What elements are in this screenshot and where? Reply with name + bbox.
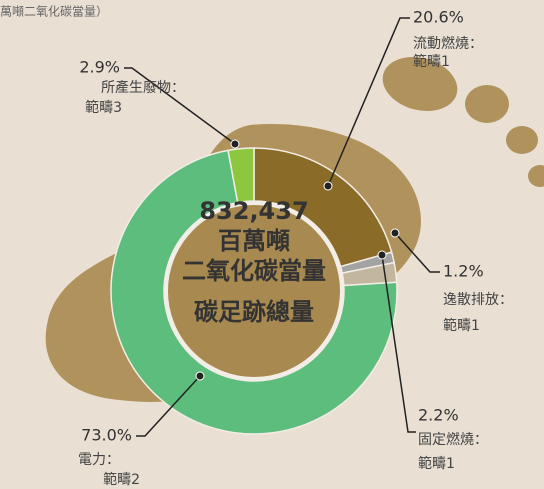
scope-label: 範疇1 [443,317,480,334]
leader-line [394,232,440,273]
value-label: 2.9% [79,58,120,77]
leader-dot [390,228,400,238]
leader-line [381,254,416,433]
leader-dot [230,139,240,149]
category-label: 所產生廢物： [101,79,185,96]
value-label: 1.2% [443,262,484,281]
donut-center [164,201,344,381]
value-label: 2.2% [418,406,459,425]
leader-dot [377,250,387,260]
scope-label: 範疇3 [85,99,122,116]
scope-label: 範疇1 [413,53,450,70]
total-value: 832,437 [199,197,308,225]
leader-line [124,67,236,145]
scope-label: 範疇1 [418,455,455,472]
value-label: 20.6% [413,8,464,27]
leader-line [327,17,410,187]
category-label: 固定燃燒： [418,431,488,448]
total-unit: 百萬噸 [218,227,290,255]
scope-label: 範疇2 [103,471,140,488]
category-label: 逸散排放： [443,292,513,308]
total-caption: 碳足跡總量 [194,298,314,326]
leader-line [136,375,201,437]
value-label: 73.0% [81,426,132,445]
category-label: 流動燃燒： [413,35,483,52]
unit-note: 萬噸二氧化碳當量） [0,5,108,19]
leader-dot [195,371,205,381]
leader-dot [323,181,333,191]
category-label: 電力： [78,452,120,468]
total-unit: 二氧化碳當量 [182,257,326,285]
